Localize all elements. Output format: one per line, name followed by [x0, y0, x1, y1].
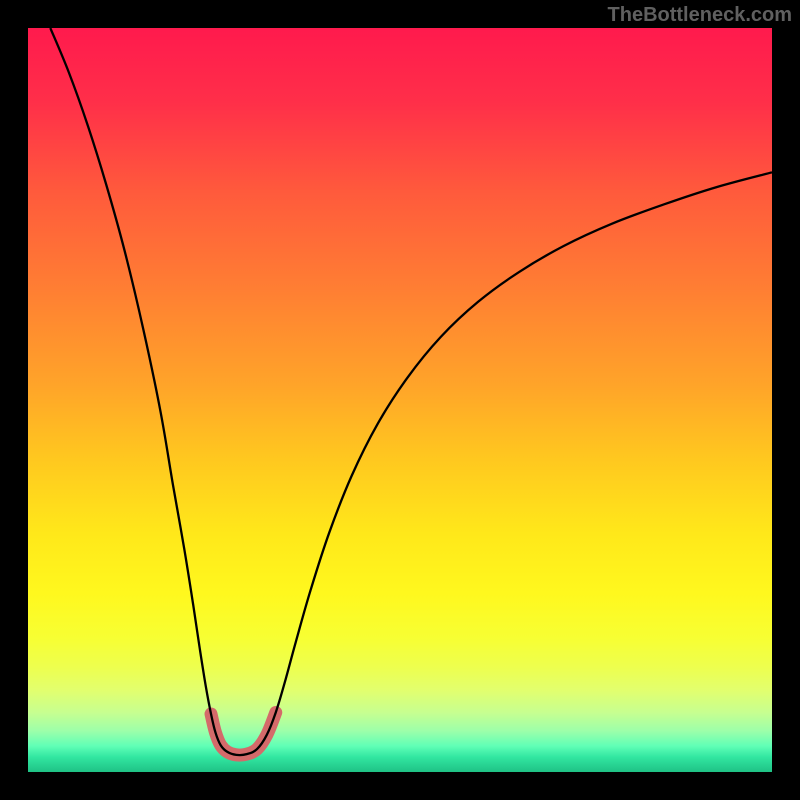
- plot-area: [28, 28, 772, 772]
- chart-frame: TheBottleneck.com: [0, 0, 800, 800]
- curve-layer: [28, 28, 772, 772]
- watermark-text: TheBottleneck.com: [608, 4, 792, 27]
- bottleneck-curve: [50, 28, 772, 755]
